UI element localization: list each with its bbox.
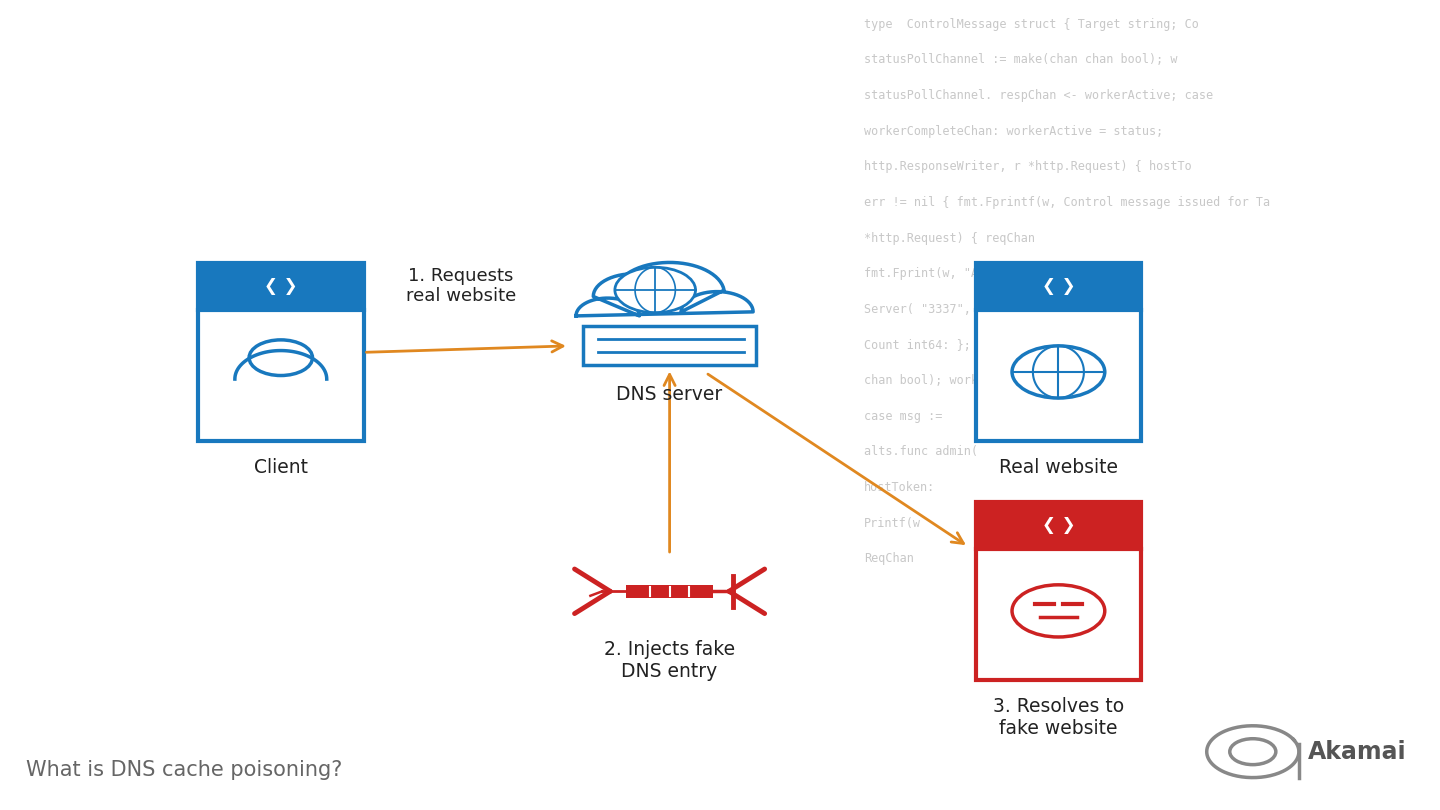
Text: ReqChan: ReqChan: [864, 552, 914, 565]
Text: err != nil { fmt.Fprintf(w, Control message issued for Ta: err != nil { fmt.Fprintf(w, Control mess…: [864, 196, 1270, 209]
FancyBboxPatch shape: [976, 263, 1142, 309]
Text: ❮ ❯: ❮ ❯: [264, 277, 298, 296]
Text: 1. Requests
real website: 1. Requests real website: [406, 266, 516, 305]
Text: 3. Resolves to
fake website: 3. Resolves to fake website: [992, 697, 1125, 738]
Text: *http.Request) { reqChan: *http.Request) { reqChan: [864, 232, 1035, 245]
Text: ❮ ❯: ❮ ❯: [1041, 516, 1076, 535]
Text: Printf(w: Printf(w: [864, 517, 922, 530]
Text: case msg :=: case msg :=: [864, 410, 942, 423]
Text: chan bool); workerAct: chan bool); workerAct: [864, 374, 1014, 387]
Circle shape: [615, 267, 696, 313]
Text: DNS server: DNS server: [616, 385, 723, 403]
Text: Client: Client: [253, 458, 308, 476]
Text: type  ControlMessage struct { Target string; Co: type ControlMessage struct { Target stri…: [864, 18, 1200, 31]
Text: Server( "3337", nil)); };pa: Server( "3337", nil)); };pa: [864, 303, 1057, 316]
Text: http.ResponseWriter, r *http.Request) { hostTo: http.ResponseWriter, r *http.Request) { …: [864, 160, 1192, 173]
Text: Real website: Real website: [999, 458, 1117, 476]
Text: 2. Injects fake
DNS entry: 2. Injects fake DNS entry: [603, 640, 736, 681]
Polygon shape: [576, 262, 753, 316]
FancyBboxPatch shape: [976, 263, 1142, 441]
Text: What is DNS cache poisoning?: What is DNS cache poisoning?: [26, 760, 343, 779]
Text: ❮ ❯: ❮ ❯: [1041, 277, 1076, 296]
FancyBboxPatch shape: [976, 502, 1142, 548]
Text: statusPollChannel := make(chan chan bool); w: statusPollChannel := make(chan chan bool…: [864, 53, 1178, 66]
Text: alts.func admin(: alts.func admin(: [864, 446, 978, 458]
FancyBboxPatch shape: [976, 502, 1142, 680]
FancyBboxPatch shape: [199, 263, 363, 441]
Text: Count int64: }; func ma: Count int64: }; func ma: [864, 339, 1028, 352]
Text: statusPollChannel. respChan <- workerActive; case: statusPollChannel. respChan <- workerAct…: [864, 89, 1212, 102]
Text: workerCompleteChan: workerActive = status;: workerCompleteChan: workerActive = statu…: [864, 125, 1164, 138]
Text: hostToken:: hostToken:: [864, 481, 935, 494]
FancyBboxPatch shape: [199, 263, 363, 309]
Text: Akamai: Akamai: [1308, 740, 1405, 764]
FancyBboxPatch shape: [626, 585, 713, 598]
Text: fmt.Fprint(w, "ACTIVE": fmt.Fprint(w, "ACTIVE": [864, 267, 1021, 280]
FancyBboxPatch shape: [583, 326, 756, 364]
